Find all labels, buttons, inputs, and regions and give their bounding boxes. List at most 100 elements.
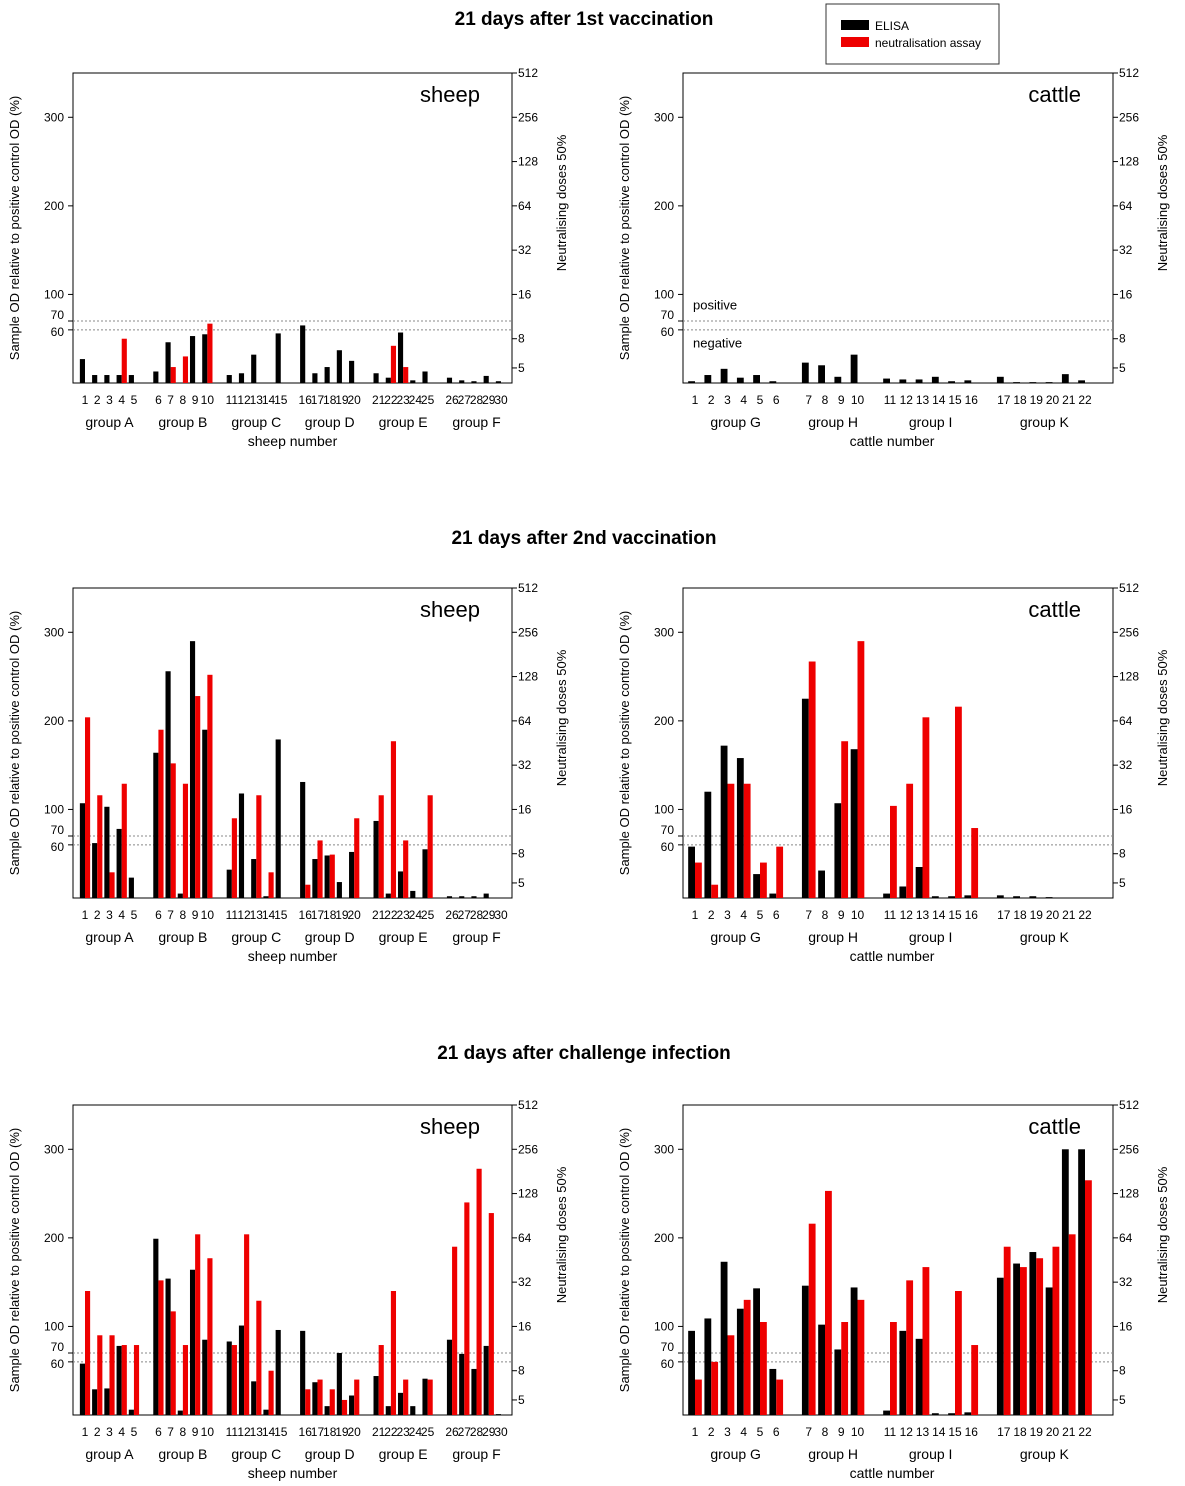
bar-elisa bbox=[1045, 1287, 1053, 1415]
bar-neutralisation bbox=[841, 1322, 849, 1415]
bar-elisa bbox=[446, 896, 453, 898]
row-title-1st-vaccination: 21 days after 1st vaccination bbox=[455, 9, 714, 30]
bar-neutralisation bbox=[427, 795, 433, 898]
bar-elisa bbox=[92, 843, 98, 898]
x-tick-label: 12 bbox=[237, 393, 251, 407]
right-tick-label: 5 bbox=[518, 876, 525, 890]
right-tick-label: 128 bbox=[1119, 1187, 1139, 1201]
x-tick-label: 9 bbox=[192, 1425, 199, 1439]
bar-elisa bbox=[459, 1353, 465, 1415]
x-tick-label: 12 bbox=[900, 393, 914, 407]
x-tick-label: 17 bbox=[311, 908, 325, 922]
group-label: group B bbox=[158, 1446, 207, 1462]
group-label: group G bbox=[710, 414, 761, 430]
bar-elisa bbox=[1013, 1263, 1020, 1415]
left-tick-label: 200 bbox=[654, 1231, 674, 1245]
x-tick-label: 18 bbox=[1013, 908, 1027, 922]
x-tick-label: 11 bbox=[226, 393, 239, 407]
right-tick-label: 8 bbox=[518, 1364, 525, 1378]
right-tick-label: 128 bbox=[1119, 670, 1139, 684]
bar-elisa bbox=[1029, 382, 1037, 383]
x-tick-label: 7 bbox=[167, 393, 174, 407]
group-label: group E bbox=[379, 1446, 428, 1462]
bar-neutralisation bbox=[1036, 1258, 1044, 1415]
x-tick-label: 5 bbox=[131, 393, 138, 407]
bar-neutralisation bbox=[808, 1223, 816, 1415]
group-label: group H bbox=[808, 1446, 858, 1462]
right-tick-label: 128 bbox=[518, 670, 538, 684]
bar-elisa bbox=[483, 1345, 489, 1415]
x-axis-label: sheep number bbox=[248, 1465, 338, 1481]
bar-elisa bbox=[189, 1269, 196, 1415]
bar-elisa bbox=[1013, 896, 1020, 898]
left-tick-label: 70 bbox=[51, 823, 65, 837]
bar-elisa bbox=[736, 758, 744, 898]
x-tick-label: 3 bbox=[106, 393, 113, 407]
x-tick-label: 10 bbox=[201, 393, 215, 407]
bar-neutralisation bbox=[317, 840, 323, 898]
bar-elisa bbox=[736, 377, 744, 383]
right-tick-label: 8 bbox=[518, 847, 525, 861]
x-tick-label: 4 bbox=[118, 1425, 125, 1439]
right-tick-label: 5 bbox=[1119, 876, 1126, 890]
right-tick-label: 128 bbox=[518, 155, 538, 169]
bar-elisa bbox=[720, 368, 728, 383]
bar-neutralisation bbox=[97, 795, 103, 898]
x-tick-label: 20 bbox=[1046, 908, 1060, 922]
x-tick-label: 9 bbox=[838, 1425, 845, 1439]
left-tick-label: 70 bbox=[661, 1340, 675, 1354]
bar-elisa bbox=[116, 375, 122, 383]
x-tick-label: 18 bbox=[323, 908, 337, 922]
bar-neutralisation bbox=[341, 1399, 348, 1415]
x-tick-label: 16 bbox=[965, 908, 979, 922]
left-tick-label: 200 bbox=[654, 199, 674, 213]
group-label: group F bbox=[452, 414, 500, 430]
x-tick-label: 15 bbox=[948, 1425, 962, 1439]
x-axis-label: sheep number bbox=[248, 433, 338, 449]
x-tick-label: 14 bbox=[932, 1425, 946, 1439]
x-tick-label: 17 bbox=[997, 1425, 1011, 1439]
bar-elisa bbox=[397, 332, 404, 383]
x-tick-label: 16 bbox=[299, 908, 313, 922]
x-tick-label: 23 bbox=[396, 1425, 410, 1439]
x-tick-label: 15 bbox=[948, 908, 962, 922]
bar-elisa bbox=[104, 1388, 110, 1415]
bar-neutralisation bbox=[305, 884, 311, 898]
right-tick-label: 64 bbox=[518, 714, 532, 728]
x-tick-label: 6 bbox=[155, 1425, 162, 1439]
bar-elisa bbox=[177, 893, 183, 898]
x-tick-label: 29 bbox=[482, 908, 496, 922]
x-tick-label: 11 bbox=[884, 393, 897, 407]
right-tick-label: 32 bbox=[1119, 758, 1133, 772]
bar-neutralisation bbox=[256, 1300, 262, 1415]
bar-elisa bbox=[931, 376, 939, 383]
x-axis-label: sheep number bbox=[248, 948, 338, 964]
group-label: group A bbox=[85, 1446, 134, 1462]
x-tick-label: 26 bbox=[445, 908, 459, 922]
x-tick-label: 7 bbox=[805, 393, 812, 407]
x-tick-label: 24 bbox=[409, 908, 423, 922]
group-label: group A bbox=[85, 414, 134, 430]
right-tick-label: 64 bbox=[518, 1231, 532, 1245]
x-tick-label: 8 bbox=[180, 908, 187, 922]
bar-neutralisation bbox=[390, 345, 397, 383]
x-tick-label: 10 bbox=[851, 908, 865, 922]
x-tick-label: 4 bbox=[118, 908, 125, 922]
x-tick-label: 1 bbox=[82, 393, 89, 407]
right-tick-label: 32 bbox=[1119, 1275, 1133, 1289]
right-tick-label: 5 bbox=[518, 361, 525, 375]
x-tick-label: 26 bbox=[445, 393, 459, 407]
x-tick-label: 15 bbox=[274, 393, 288, 407]
right-tick-label: 32 bbox=[518, 243, 532, 257]
bar-elisa bbox=[1045, 897, 1053, 898]
x-tick-label: 20 bbox=[347, 1425, 361, 1439]
bar-neutralisation bbox=[244, 1234, 250, 1415]
x-tick-label: 18 bbox=[1013, 1425, 1027, 1439]
left-tick-label: 70 bbox=[661, 823, 675, 837]
x-tick-label: 13 bbox=[250, 393, 264, 407]
bar-elisa bbox=[459, 380, 465, 383]
bar-elisa bbox=[177, 1410, 183, 1415]
bar-elisa bbox=[1045, 382, 1053, 383]
